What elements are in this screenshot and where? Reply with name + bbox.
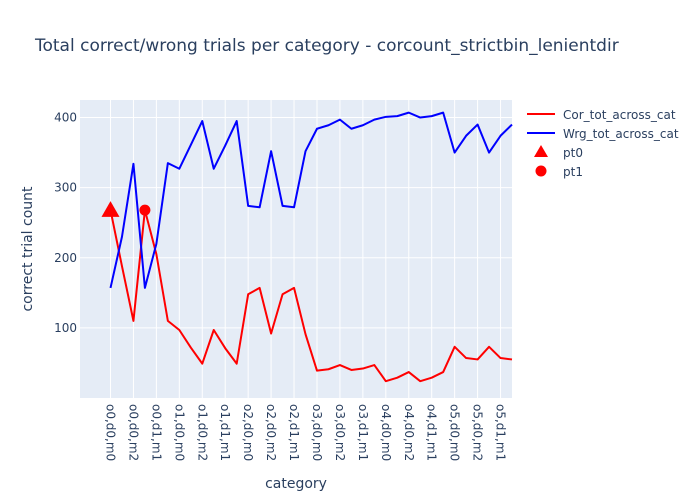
legend-item-series-1[interactable]: Wrg_tot_across_cat	[527, 127, 679, 141]
y-axis-ticks: 100 200 300 400	[54, 111, 77, 335]
x-tick-label: o5,d0,m2	[471, 404, 485, 461]
x-tick-label: o1,d0,m2	[195, 404, 209, 461]
x-tick-label: o4,d1,m1	[425, 404, 439, 461]
plot-area	[80, 100, 512, 398]
x-tick-label: o4,d0,m0	[379, 404, 393, 461]
x-tick-label: o2,d0,m2	[264, 404, 278, 461]
x-tick-label: o5,d0,m0	[448, 404, 462, 461]
chart-title: Total correct/wrong trials per category …	[34, 36, 619, 56]
x-tick-label: o3,d0,m0	[310, 404, 324, 461]
series-lines	[109, 111, 513, 383]
triangle-up-icon	[534, 145, 548, 157]
marker-pt1	[139, 204, 151, 216]
legend-label-series-1: Wrg_tot_across_cat	[563, 127, 679, 141]
x-tick-label: o0,d1,m1	[149, 404, 163, 461]
legend-item-pt1[interactable]: pt1	[535, 165, 583, 179]
x-tick-label: o1,d0,m0	[172, 404, 186, 461]
legend-label-pt1: pt1	[563, 165, 583, 179]
x-tick-label: o2,d0,m0	[241, 404, 255, 461]
legend[interactable]: Cor_tot_across_cat Wrg_tot_across_cat pt…	[527, 108, 679, 179]
circle-icon	[535, 165, 547, 177]
y-axis-label: correct trial count	[20, 186, 36, 312]
legend-item-pt0[interactable]: pt0	[534, 145, 583, 160]
x-tick-label: o3,d0,m2	[333, 404, 347, 461]
y-tick-label: 400	[54, 111, 77, 125]
marker-pt0	[101, 201, 120, 217]
x-axis-label: category	[265, 476, 327, 492]
x-tick-label: o0,d0,m0	[104, 404, 118, 461]
legend-label-pt0: pt0	[563, 146, 583, 160]
point-markers	[101, 201, 151, 217]
y-tick-label: 300	[54, 181, 77, 195]
x-tick-label: o4,d0,m2	[402, 404, 416, 461]
series-line-0	[109, 209, 513, 383]
x-tick-label: o2,d1,m1	[287, 404, 301, 461]
x-tick-label: o3,d1,m1	[356, 404, 370, 461]
legend-label-series-0: Cor_tot_across_cat	[563, 108, 676, 122]
y-tick-label: 200	[54, 251, 77, 265]
x-tick-label: o5,d1,m1	[494, 404, 508, 461]
series-line-1	[109, 111, 513, 289]
x-tick-label: o0,d0,m2	[126, 404, 140, 461]
legend-item-series-0[interactable]: Cor_tot_across_cat	[527, 108, 676, 122]
x-tick-label: o1,d1,m1	[218, 404, 232, 461]
y-tick-label: 100	[54, 321, 77, 335]
x-axis-ticks: o0,d0,m0 o0,d0,m2 o0,d1,m1 o1,d0,m0 o1,d0,m2…	[104, 404, 508, 461]
